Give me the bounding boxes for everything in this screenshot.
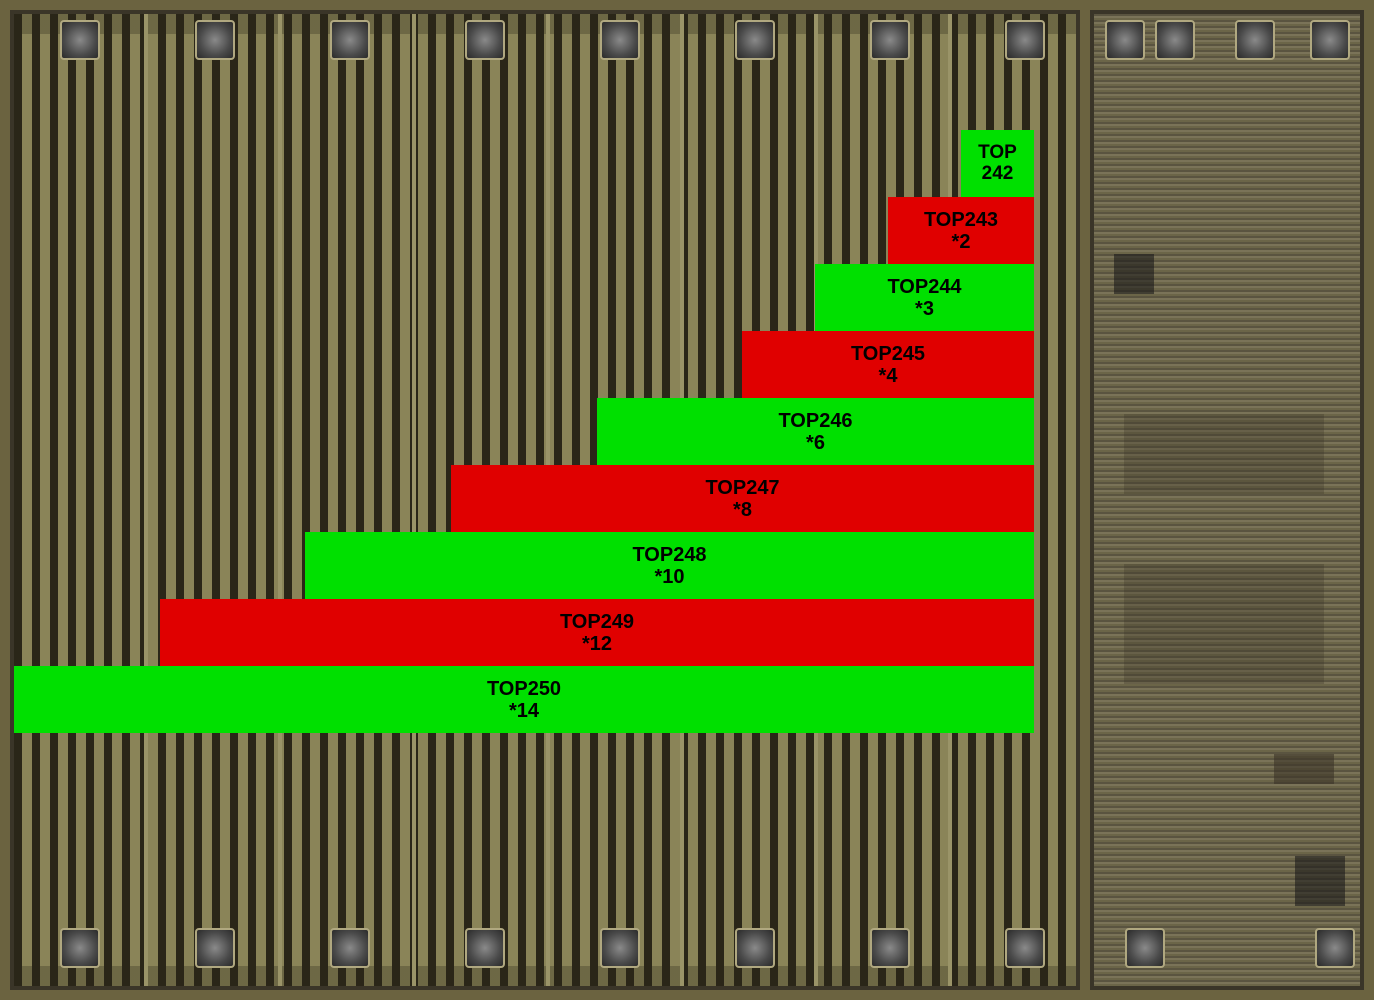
bar-label-line2: *6 [806, 432, 825, 454]
bond-pad [1005, 20, 1045, 60]
bond-pad [1155, 20, 1195, 60]
size-bar: TOP243*2 [888, 197, 1034, 264]
bar-label-line2: *10 [654, 566, 684, 588]
bar-label-line1: TOP246 [778, 410, 852, 432]
bar-label-line1: TOP245 [851, 343, 925, 365]
control-circuitry [1090, 10, 1364, 990]
bond-pad [465, 928, 505, 968]
size-bar: TOP250*14 [14, 666, 1034, 733]
bar-label-line2: *8 [733, 499, 752, 521]
control-block [1114, 254, 1154, 294]
control-block [1124, 564, 1324, 684]
bond-pad [870, 20, 910, 60]
bond-pad [1125, 928, 1165, 968]
bond-pad [60, 928, 100, 968]
size-bar: TOP245*4 [742, 331, 1034, 398]
bar-label-line2: *14 [509, 700, 539, 722]
bar-label-line2: 242 [982, 164, 1014, 185]
bar-label-line2: *2 [952, 231, 971, 253]
bar-label-line2: *4 [879, 365, 898, 387]
bond-pad [870, 928, 910, 968]
size-bar: TOP242 [961, 130, 1034, 197]
bar-label-line1: TOP249 [560, 611, 634, 633]
size-bar: TOP248*10 [305, 532, 1034, 599]
bar-label-line2: *12 [582, 633, 612, 655]
bond-pad [60, 20, 100, 60]
bond-pad [600, 928, 640, 968]
bar-label-line2: *3 [915, 298, 934, 320]
bar-label-line1: TOP247 [705, 477, 779, 499]
die-background: TOP242TOP243*2TOP244*3TOP245*4TOP246*6TO… [0, 0, 1374, 1000]
bond-pad [1105, 20, 1145, 60]
bond-pad [1235, 20, 1275, 60]
bar-label-line1: TOP250 [487, 678, 561, 700]
bond-pad [330, 928, 370, 968]
bond-pad [600, 20, 640, 60]
size-bar: TOP246*6 [597, 398, 1034, 465]
bar-label-line1: TOP244 [887, 276, 961, 298]
size-bar: TOP247*8 [451, 465, 1034, 532]
size-bar: TOP249*12 [160, 599, 1034, 666]
control-block [1124, 414, 1324, 494]
bond-pad [735, 928, 775, 968]
bond-pad [465, 20, 505, 60]
bar-label-line1: TOP248 [632, 544, 706, 566]
bond-pad [195, 20, 235, 60]
bond-pad [1310, 20, 1350, 60]
bar-label-line1: TOP [978, 143, 1017, 164]
bond-pad [330, 20, 370, 60]
bond-pad [195, 928, 235, 968]
bond-pad [1005, 928, 1045, 968]
bar-label-line1: TOP243 [924, 209, 998, 231]
bond-pad [735, 20, 775, 60]
control-block [1295, 856, 1345, 906]
bond-pad [1315, 928, 1355, 968]
control-block [1274, 754, 1334, 784]
size-bar: TOP244*3 [815, 264, 1034, 331]
